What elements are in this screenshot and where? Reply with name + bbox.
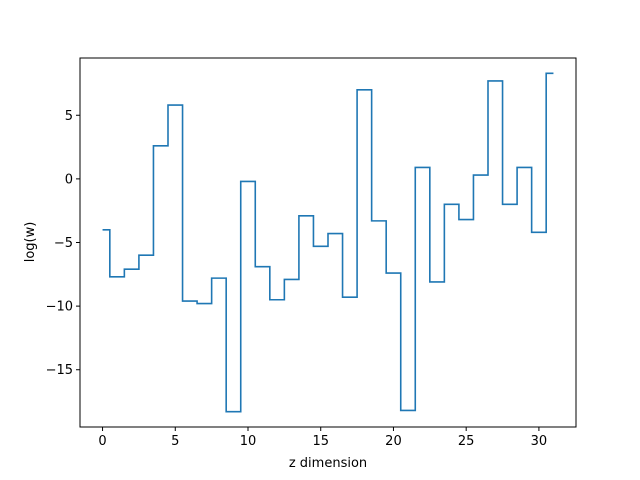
x-tick-label: 15 — [312, 434, 329, 449]
x-axis: 0 5 10 15 20 25 30 — [98, 427, 547, 449]
y-tick-label: −5 — [54, 236, 73, 251]
y-tick-label: 0 — [65, 172, 73, 187]
series-line-0 — [102, 72, 554, 413]
y-tick-label: −15 — [46, 363, 73, 378]
y-tick-label: 5 — [65, 109, 73, 124]
plot-area — [102, 72, 554, 413]
x-tick-label: 5 — [171, 434, 179, 449]
y-axis-label: log(w) — [23, 222, 38, 263]
x-tick-label: 25 — [458, 434, 475, 449]
x-axis-label: z dimension — [289, 456, 367, 471]
y-tick-label: −10 — [46, 300, 73, 315]
x-tick-label: 10 — [240, 434, 257, 449]
x-tick-label: 0 — [98, 434, 106, 449]
y-axis: −15 −10 −5 0 5 — [46, 109, 80, 378]
x-tick-label: 20 — [385, 434, 402, 449]
x-tick-label: 30 — [531, 434, 548, 449]
